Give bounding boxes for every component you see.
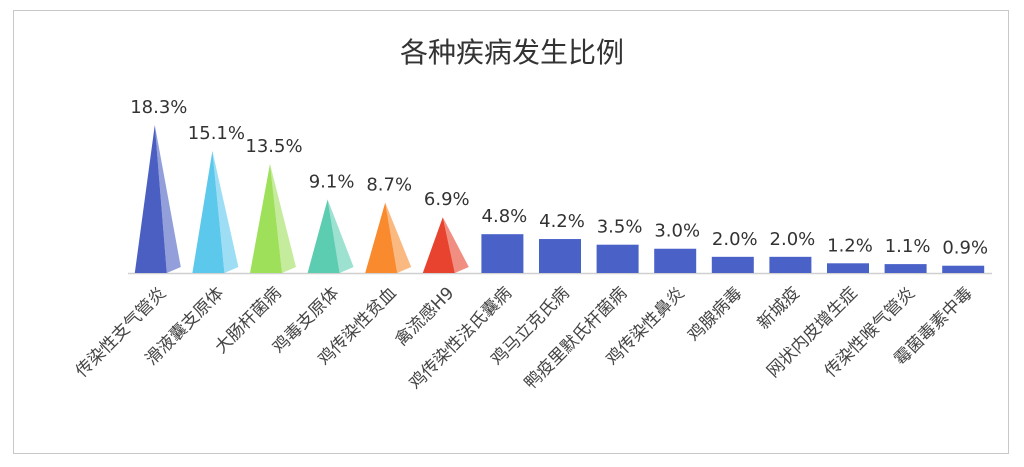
data-label: 18.3% (130, 97, 187, 118)
data-label: 15.1% (188, 123, 245, 144)
data-label: 8.7% (366, 175, 412, 196)
pyramid-mark (365, 202, 412, 273)
pyramid-mark (134, 125, 181, 273)
data-label: 9.1% (309, 171, 355, 192)
chart-title: 各种疾病发生比例 (400, 36, 624, 69)
bar-mark (769, 256, 812, 273)
x-tick-label: 新城疫 (754, 283, 804, 333)
bar-mark (481, 234, 524, 273)
data-label: 2.0% (712, 229, 758, 250)
data-label: 3.5% (597, 217, 643, 238)
data-label: 2.0% (770, 229, 816, 250)
chart-frame (13, 10, 1009, 454)
bar-mark (654, 248, 697, 273)
bar-mark (884, 264, 927, 273)
bar-mark (711, 256, 754, 273)
pyramid-mark (422, 217, 469, 273)
data-label: 4.2% (539, 211, 585, 232)
x-tick-label: 鸭疫里默氏杆菌病 (521, 283, 631, 393)
data-label: 0.9% (942, 238, 988, 259)
pyramid-mark (307, 199, 354, 273)
pyramid-mark (250, 163, 296, 273)
data-label: 1.1% (885, 236, 931, 257)
x-tick-label: 鸡传染性法氏囊病 (406, 283, 516, 393)
bar-mark (539, 239, 581, 273)
data-label: 3.0% (654, 221, 700, 242)
bar-mark (827, 263, 869, 273)
data-label: 4.8% (482, 206, 528, 227)
data-label: 1.2% (827, 235, 873, 256)
pyramid-mark (192, 150, 239, 273)
data-label: 13.5% (245, 136, 302, 157)
bar-mark (596, 244, 639, 273)
bar-mark (942, 265, 985, 273)
data-label: 6.9% (424, 189, 470, 210)
x-tick-label: 鸡腺病毒 (684, 283, 746, 345)
